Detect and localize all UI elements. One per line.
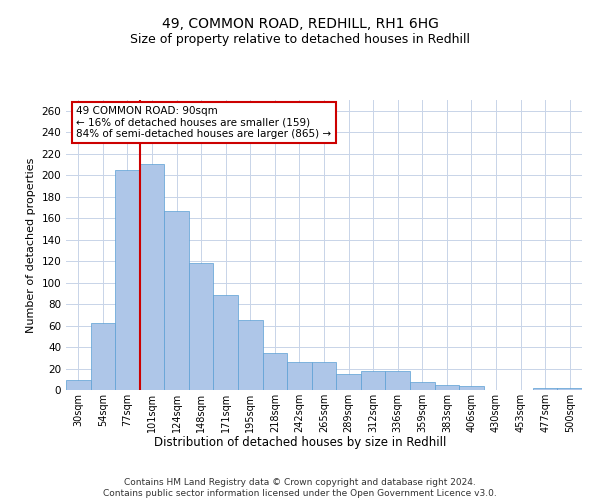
Text: 49 COMMON ROAD: 90sqm
← 16% of detached houses are smaller (159)
84% of semi-det: 49 COMMON ROAD: 90sqm ← 16% of detached … [76, 106, 331, 139]
Bar [115, 170, 140, 390]
Text: 49, COMMON ROAD, REDHILL, RH1 6HG: 49, COMMON ROAD, REDHILL, RH1 6HG [161, 18, 439, 32]
Bar [557, 388, 582, 390]
Bar [238, 320, 263, 390]
Bar [263, 354, 287, 390]
Bar [361, 370, 385, 390]
Bar [459, 386, 484, 390]
Text: Size of property relative to detached houses in Redhill: Size of property relative to detached ho… [130, 32, 470, 46]
Text: Contains HM Land Registry data © Crown copyright and database right 2024.
Contai: Contains HM Land Registry data © Crown c… [103, 478, 497, 498]
Text: Distribution of detached houses by size in Redhill: Distribution of detached houses by size … [154, 436, 446, 449]
Bar [312, 362, 336, 390]
Bar [164, 210, 189, 390]
Bar [66, 380, 91, 390]
Bar [533, 388, 557, 390]
Bar [189, 264, 214, 390]
Bar [140, 164, 164, 390]
Bar [91, 324, 115, 390]
Bar [410, 382, 434, 390]
Bar [434, 384, 459, 390]
Bar [336, 374, 361, 390]
Bar [385, 370, 410, 390]
Y-axis label: Number of detached properties: Number of detached properties [26, 158, 36, 332]
Bar [214, 296, 238, 390]
Bar [287, 362, 312, 390]
